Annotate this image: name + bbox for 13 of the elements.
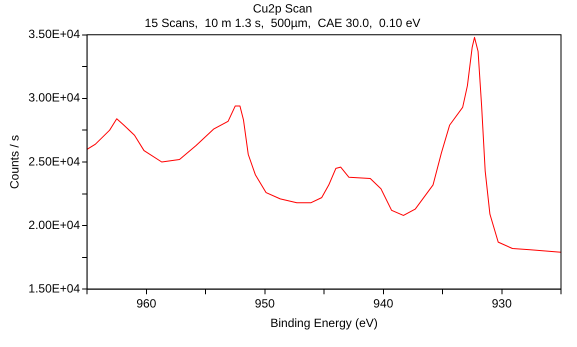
x-tick-label: 940 — [373, 296, 394, 311]
x-tick-label: 950 — [254, 296, 276, 311]
chart-title: Cu2p Scan — [252, 2, 312, 16]
y-tick-label: 2.50E+04 — [28, 154, 80, 168]
y-tick-label: 3.50E+04 — [28, 27, 80, 42]
x-tick-label: 930 — [492, 296, 512, 311]
y-tick-label: 3.00E+04 — [28, 90, 80, 105]
chart-subtitle: 15 Scans, 10 m 1.3 s, 500µm, CAE 30.0, 0.10 eV — [144, 16, 420, 30]
y-axis-title: Counts / s — [8, 134, 22, 190]
y-tick-label: 2.00E+04 — [28, 218, 80, 232]
y-tick-label: 1.50E+04 — [28, 282, 80, 296]
x-tick-label: 960 — [136, 296, 157, 311]
x-axis-title: Binding Energy (eV) — [270, 316, 378, 330]
